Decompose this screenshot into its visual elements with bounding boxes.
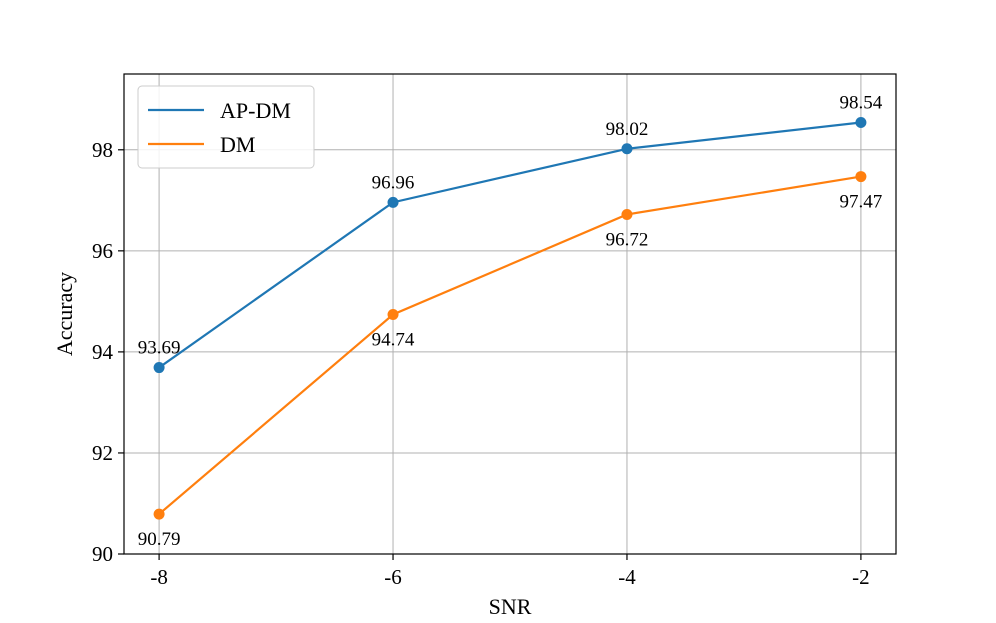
data-label: 98.54 (840, 93, 883, 114)
y-tick-label: 98 (92, 138, 113, 162)
data-label: 94.74 (372, 330, 415, 351)
data-label: 90.79 (138, 529, 181, 550)
legend-box (137, 85, 315, 169)
y-axis-label: Accuracy (52, 272, 77, 356)
legend-label-dm: DM (220, 132, 255, 157)
y-tick-label: 90 (92, 542, 113, 566)
data-labels: 93.69 96.96 98.02 98.54 90.79 94.74 96.72 97.47 (138, 93, 883, 551)
data-label: 96.96 (372, 172, 415, 193)
y-tick-label: 96 (92, 239, 113, 263)
data-label: 93.69 (138, 338, 181, 359)
series-layer (153, 117, 867, 520)
data-point (621, 143, 633, 155)
data-label: 98.02 (606, 119, 649, 140)
data-label: 97.47 (840, 192, 883, 213)
legend: AP-DM DM (137, 85, 315, 169)
data-point (855, 171, 867, 183)
data-point (855, 117, 867, 129)
legend-label-ap-dm: AP-DM (220, 98, 291, 123)
series-line-dm (158, 175, 862, 515)
data-point (621, 208, 633, 220)
data-point (153, 362, 165, 374)
plot-frame (123, 73, 897, 555)
x-tick-label: -4 (618, 565, 636, 589)
x-tick-label: -2 (852, 565, 870, 589)
x-tick-label: -8 (150, 565, 168, 589)
data-point (387, 309, 399, 321)
y-tick-label: 92 (92, 441, 113, 465)
x-axis-label: SNR (489, 594, 532, 619)
data-point (153, 508, 165, 520)
data-point (387, 196, 399, 208)
axis-ticks: -8 -6 -4 -2 90 92 94 96 98 (92, 138, 870, 589)
y-tick-label: 94 (92, 340, 114, 364)
x-tick-label: -6 (384, 565, 402, 589)
data-label: 96.72 (606, 229, 649, 250)
series-line-ap-dm (158, 121, 862, 369)
